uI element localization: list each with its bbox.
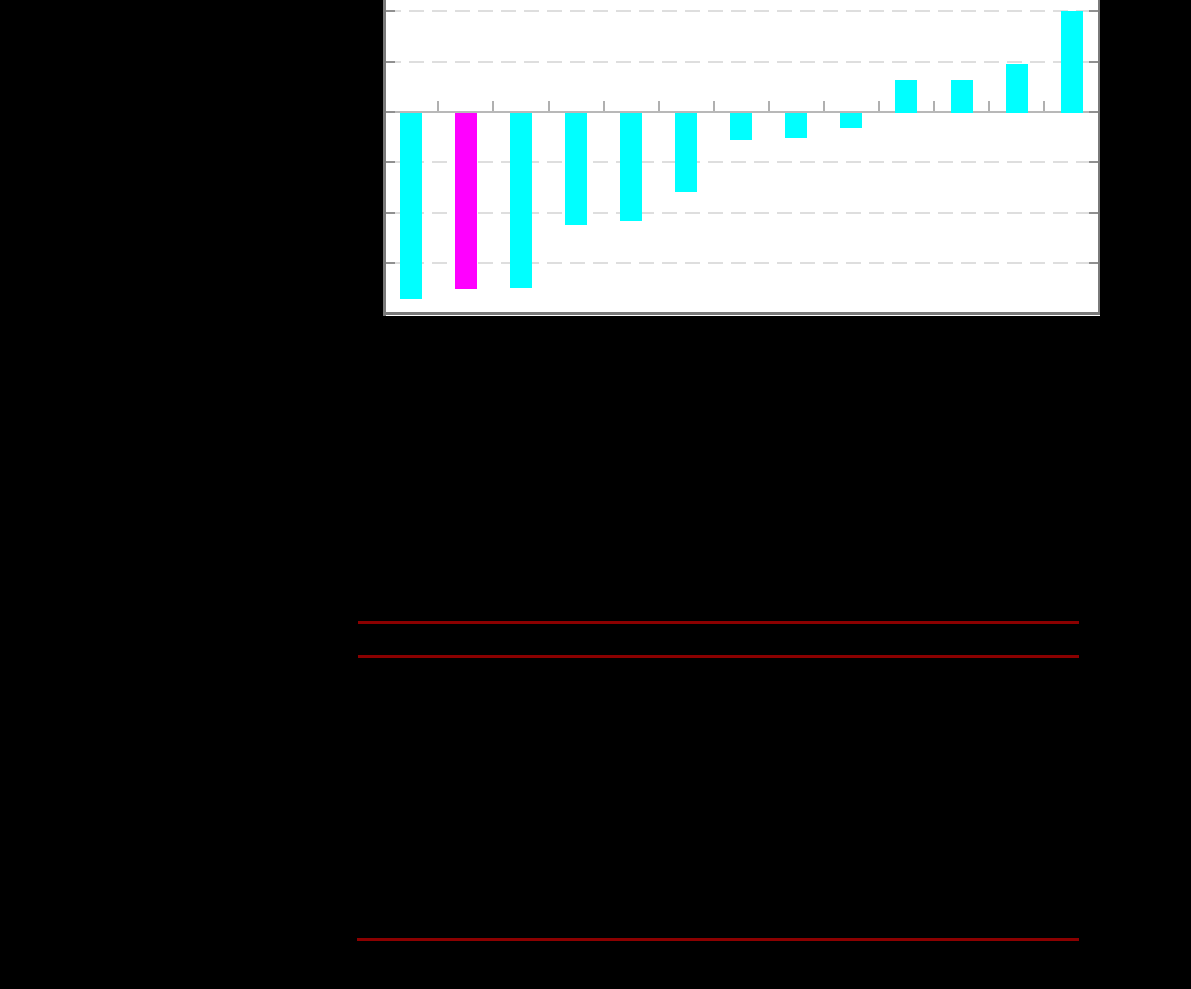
plot-area — [383, 0, 1100, 316]
y-gridline — [386, 161, 1098, 164]
x-axis-tick — [547, 101, 550, 111]
bar — [840, 113, 863, 129]
y-axis-tick — [1089, 262, 1098, 265]
y-axis-tick — [1089, 211, 1098, 214]
table-bottom-rule — [357, 938, 1079, 942]
y-axis-tick — [386, 161, 395, 164]
bar — [675, 113, 698, 192]
bar — [1005, 63, 1028, 113]
y-axis-spine — [383, 0, 386, 316]
right-spine — [1098, 0, 1100, 315]
bar — [730, 113, 753, 140]
y-axis-tick — [386, 211, 395, 214]
y-axis-tick — [386, 262, 395, 265]
y-axis-tick — [386, 10, 395, 13]
bar-chart-figure — [383, 0, 1100, 316]
x-axis-tick — [1043, 101, 1046, 111]
x-axis-tick — [602, 101, 605, 111]
y-gridline — [386, 60, 1098, 63]
bar — [510, 113, 533, 288]
x-axis-tick — [988, 101, 991, 111]
bar — [565, 113, 588, 225]
zero-axis-line — [386, 111, 1098, 113]
y-gridline — [386, 211, 1098, 214]
x-axis-tick — [437, 101, 440, 111]
bar — [399, 113, 422, 299]
bar — [785, 113, 808, 139]
bar — [895, 80, 918, 113]
y-axis-tick — [1089, 10, 1098, 13]
y-axis-tick — [386, 60, 395, 63]
x-axis-tick — [492, 101, 495, 111]
bar — [454, 113, 477, 289]
x-axis-tick — [657, 101, 660, 111]
y-axis-tick — [386, 111, 395, 113]
x-axis-tick — [712, 101, 715, 111]
y-axis-tick — [1089, 161, 1098, 164]
bar — [950, 79, 973, 113]
x-axis-tick — [767, 101, 770, 111]
y-axis-tick — [1089, 60, 1098, 63]
x-axis-tick — [877, 101, 880, 111]
bottom-spine — [383, 312, 1100, 315]
bar — [620, 113, 643, 221]
table-mid-rule — [358, 655, 1079, 659]
bar — [1060, 10, 1083, 113]
x-axis-tick — [822, 101, 825, 111]
y-axis-tick — [1089, 111, 1098, 113]
y-gridline — [386, 10, 1098, 13]
x-axis-tick — [932, 101, 935, 111]
table-top-rule — [358, 621, 1079, 625]
y-gridline — [386, 262, 1098, 265]
